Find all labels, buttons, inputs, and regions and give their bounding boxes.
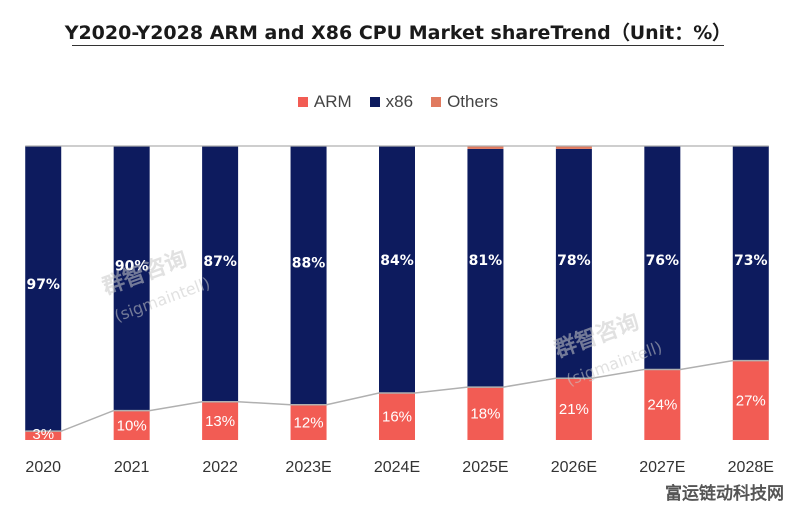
label-x86-2028E: 73%: [734, 253, 768, 269]
x-tick-2024E: 2024E: [374, 459, 420, 476]
legend-label-arm: ARM: [313, 92, 352, 111]
bar-x86-2020: [25, 146, 62, 432]
legend-swatch-arm: [297, 97, 308, 107]
x-tick-2025E: 2025E: [462, 459, 508, 476]
label-arm-2020: 3%: [32, 426, 54, 443]
chart-title: Y2020-Y2028 ARM and X86 CPU Market share…: [64, 22, 732, 44]
label-arm-2027E: 24%: [647, 397, 677, 414]
bar-arm-2021: [113, 410, 150, 440]
x-tick-2023E: 2023E: [285, 459, 331, 476]
bar-x86-2023E: [290, 146, 327, 405]
legend-item-x86: x86: [369, 92, 414, 112]
arm-trend-line: [25, 359, 769, 432]
label-arm-2024E: 16%: [382, 408, 412, 425]
bar-others-2026E: [555, 146, 592, 149]
watermark-corner-text: 富运链动科技网: [665, 484, 784, 504]
label-x86-2025E: 81%: [469, 253, 503, 269]
title-underline: [72, 45, 724, 46]
x-tick-2021: 2021: [114, 459, 150, 476]
x-tick-2020: 2020: [25, 459, 61, 476]
label-x86-2021: 90%: [115, 258, 149, 274]
legend-swatch-x86: [369, 97, 380, 107]
bar-x86-2026E: [555, 148, 592, 379]
label-x86-2020: 97%: [26, 277, 60, 293]
legend-swatch-others: [431, 97, 442, 107]
bar-x86-2028E: [732, 146, 769, 361]
label-x86-2027E: 76%: [646, 253, 680, 269]
legend: ARM x86 Others: [0, 92, 796, 112]
bar-arm-2025E: [467, 387, 504, 440]
bar-x86-2024E: [379, 146, 415, 393]
bar-arm-2027E: [644, 369, 681, 440]
bar-others-2025E: [467, 146, 504, 149]
bar-arm-2023E: [290, 404, 327, 440]
label-arm-2028E: 27%: [736, 392, 766, 409]
legend-item-arm: ARM: [297, 92, 352, 112]
bar-arm-2020: [25, 431, 62, 440]
bar-x86-2025E: [467, 148, 504, 388]
label-arm-2025E: 18%: [470, 406, 500, 423]
bar-x86-2027E: [644, 146, 681, 370]
x-tick-2028E: 2028E: [728, 459, 774, 476]
x-tick-2026E: 2026E: [551, 459, 597, 476]
label-arm-2022: 13%: [205, 413, 235, 430]
bar-arm-2028E: [732, 360, 769, 440]
legend-item-others: Others: [431, 92, 498, 112]
label-arm-2021: 10%: [117, 417, 147, 434]
legend-label-x86: x86: [385, 92, 414, 111]
x-tick-2027E: 2027E: [639, 459, 685, 476]
x-tick-2022: 2022: [202, 459, 238, 476]
bar-x86-2021: [113, 146, 150, 411]
label-arm-2026E: 21%: [559, 401, 589, 418]
label-x86-2026E: 78%: [557, 253, 591, 269]
bar-arm-2024E: [379, 392, 415, 440]
bar-arm-2026E: [555, 378, 592, 440]
legend-label-others: Others: [447, 92, 499, 111]
label-arm-2023E: 12%: [294, 414, 324, 431]
label-x86-2022: 87%: [203, 254, 237, 270]
bar-x86-2022: [202, 146, 239, 402]
label-x86-2023E: 88%: [292, 255, 326, 271]
label-x86-2024E: 84%: [380, 253, 414, 269]
bar-arm-2022: [202, 401, 239, 440]
